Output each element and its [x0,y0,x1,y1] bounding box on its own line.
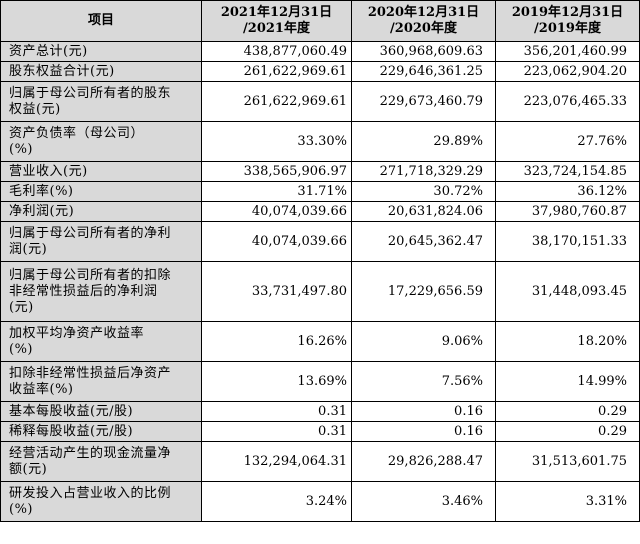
header-2019: 2019年12月31日 /2019年度 [495,0,640,42]
cell-value-2019: 37,980,760.87 [495,201,640,222]
cell-value-2020: 360,968,609.63 [351,41,496,62]
table-row: 基本每股收益(元/股) 0.31 0.16 0.29 [0,401,640,422]
table-row: 营业收入(元) 338,565,906.97 271,718,329.29 323,7… [0,161,640,182]
cell-value-2020: 7.56% [351,361,496,402]
cell-value-2021: 261,622,969.61 [201,61,352,82]
cell-value-2020: 229,673,460.79 [351,81,496,122]
table-row: 扣除非经常性损益后净资产 收益率(%) 13.69% 7.56% 14.99% [0,361,640,402]
header-item: 项目 [0,0,202,42]
row-label: 资产负债率（母公司） (%) [0,121,202,162]
row-label: 归属于母公司所有者的净利 润(元) [0,221,202,262]
financial-summary-table: 项目 2021年12月31日 /2021年度 2020年12月31日 /2020… [0,0,640,522]
header-2020: 2020年12月31日 /2020年度 [351,0,496,42]
cell-value-2021: 16.26% [201,321,352,362]
row-label: 扣除非经常性损益后净资产 收益率(%) [0,361,202,402]
cell-value-2021: 13.69% [201,361,352,402]
table-row: 净利润(元) 40,074,039.66 20,631,824.06 37,980,7… [0,201,640,222]
cell-value-2019: 0.29 [495,401,640,422]
cell-value-2021: 40,074,039.66 [201,201,352,222]
table-row: 毛利率(%) 31.71% 30.72% 36.12% [0,181,640,202]
row-label: 股东权益合计(元) [0,61,202,82]
row-label: 净利润(元) [0,201,202,222]
cell-value-2020: 29,826,288.47 [351,441,496,482]
row-label: 营业收入(元) [0,161,202,182]
cell-value-2020: 3.46% [351,481,496,522]
cell-value-2021: 261,622,969.61 [201,81,352,122]
cell-value-2019: 31,448,093.45 [495,261,640,322]
cell-value-2020: 30.72% [351,181,496,202]
cell-value-2019: 36.12% [495,181,640,202]
row-label: 加权平均净资产收益率 (%) [0,321,202,362]
cell-value-2019: 356,201,460.99 [495,41,640,62]
cell-value-2020: 229,646,361.25 [351,61,496,82]
cell-value-2021: 0.31 [201,401,352,422]
cell-value-2021: 132,294,064.31 [201,441,352,482]
cell-value-2021: 33,731,497.80 [201,261,352,322]
cell-value-2019: 3.31% [495,481,640,522]
row-label: 基本每股收益(元/股) [0,401,202,422]
table-row: 稀释每股收益(元/股) 0.31 0.16 0.29 [0,421,640,442]
cell-value-2021: 40,074,039.66 [201,221,352,262]
cell-value-2019: 323,724,154.85 [495,161,640,182]
cell-value-2020: 0.16 [351,401,496,422]
table-row: 资产负债率（母公司） (%) 33.30% 29.89% 27.76% [0,121,640,162]
header-row: 项目 2021年12月31日 /2021年度 2020年12月31日 /2020… [0,0,640,42]
row-label: 归属于母公司所有者的扣除 非经常性损益后的净利润 (元) [0,261,202,322]
row-label: 稀释每股收益(元/股) [0,421,202,442]
table-row: 归属于母公司所有者的净利 润(元) 40,074,039.66 20,645,362… [0,221,640,262]
cell-value-2019: 27.76% [495,121,640,162]
table-row: 股东权益合计(元) 261,622,969.61 229,646,361.25 223… [0,61,640,82]
table-row: 归属于母公司所有者的扣除 非经常性损益后的净利润 (元) 33,731,497.8… [0,261,640,322]
row-label: 毛利率(%) [0,181,202,202]
cell-value-2021: 338,565,906.97 [201,161,352,182]
table-row: 归属于母公司所有者的股东 权益(元) 261,622,969.61 229,673,… [0,81,640,122]
row-label: 资产总计(元) [0,41,202,62]
cell-value-2021: 33.30% [201,121,352,162]
cell-value-2020: 9.06% [351,321,496,362]
row-label: 经营活动产生的现金流量净 额(元) [0,441,202,482]
cell-value-2020: 17,229,656.59 [351,261,496,322]
cell-value-2019: 14.99% [495,361,640,402]
cell-value-2019: 223,062,904.20 [495,61,640,82]
table-row: 经营活动产生的现金流量净 额(元) 132,294,064.31 29,826,28… [0,441,640,482]
row-label: 研发投入占营业收入的比例 (%) [0,481,202,522]
cell-value-2020: 0.16 [351,421,496,442]
cell-value-2019: 223,076,465.33 [495,81,640,122]
cell-value-2019: 31,513,601.75 [495,441,640,482]
header-2021: 2021年12月31日 /2021年度 [201,0,352,42]
cell-value-2019: 18.20% [495,321,640,362]
cell-value-2019: 0.29 [495,421,640,442]
cell-value-2020: 20,645,362.47 [351,221,496,262]
cell-value-2020: 20,631,824.06 [351,201,496,222]
cell-value-2020: 271,718,329.29 [351,161,496,182]
cell-value-2021: 3.24% [201,481,352,522]
row-label: 归属于母公司所有者的股东 权益(元) [0,81,202,122]
cell-value-2019: 38,170,151.33 [495,221,640,262]
table-row: 资产总计(元) 438,877,060.49 360,968,609.63 356,2… [0,41,640,62]
table-row: 加权平均净资产收益率 (%) 16.26% 9.06% 18.20% [0,321,640,362]
cell-value-2020: 29.89% [351,121,496,162]
table-row: 研发投入占营业收入的比例 (%) 3.24% 3.46% 3.31% [0,481,640,522]
cell-value-2021: 31.71% [201,181,352,202]
cell-value-2021: 0.31 [201,421,352,442]
cell-value-2021: 438,877,060.49 [201,41,352,62]
